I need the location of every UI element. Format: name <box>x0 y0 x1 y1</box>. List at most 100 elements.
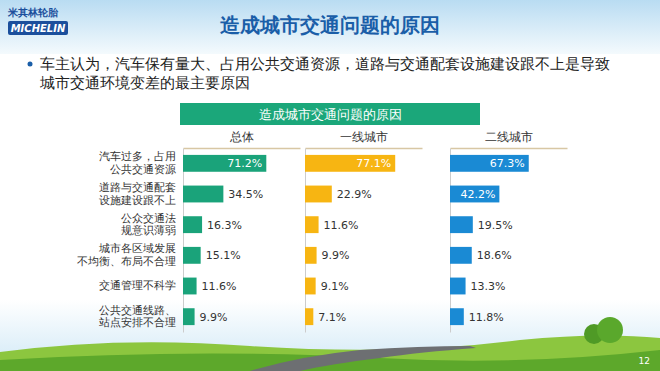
data-label: 9.9% <box>322 249 350 262</box>
value-axis <box>184 148 301 149</box>
data-label: 22.9% <box>337 188 372 201</box>
grass <box>0 335 660 371</box>
category-label-line: 公众交通法 <box>121 212 176 224</box>
panel: 二线城市 67.3% 42.2% 19.5% 18.6% 13.3% 11.8% <box>450 130 568 333</box>
bar <box>450 278 466 295</box>
data-label: 18.6% <box>477 249 512 262</box>
chart-title-box <box>180 103 480 125</box>
bar <box>305 186 332 203</box>
data-labels: 77.1% 22.9% 11.6% 9.9% 9.1% 7.1% <box>318 157 391 323</box>
header-band <box>0 0 660 54</box>
category-label: 汽车过多，占用公共交通资源 <box>99 150 176 175</box>
data-label: 9.9% <box>200 311 228 324</box>
category-label: 道路与交通配套设施建设跟不上 <box>99 181 176 206</box>
data-label: 11.6% <box>324 219 359 232</box>
bar <box>183 308 195 325</box>
category-label-line: 汽车过多，占用 <box>99 150 176 162</box>
value-axis-line <box>184 148 301 150</box>
value-axis-line <box>306 148 423 150</box>
category-label-line: 公共交通线路、 <box>99 304 176 316</box>
bars <box>183 155 266 325</box>
bullet-line: 城市交通环境变差的最主要原因 <box>39 75 250 91</box>
data-label: 16.3% <box>207 219 242 232</box>
bar <box>450 247 472 264</box>
category-label-line: 城市各区域发展 <box>98 242 176 254</box>
bar <box>450 186 499 203</box>
logo-cn: 米其林轮胎 <box>7 7 59 18</box>
bar <box>450 308 464 325</box>
chart-root: 米其林轮胎MICHELIN造成城市交通问题的原因车主认为，汽车保有量大、占用公共… <box>0 0 660 371</box>
category-label: 公共交通线路、站点安排不合理 <box>99 304 176 329</box>
bar <box>450 155 529 172</box>
panel-header: 二线城市 <box>485 130 533 144</box>
tick: 公众交通法规意识薄弱 <box>121 212 176 237</box>
bullet-line: 车主认为，汽车保有量大、占用公共交通资源，道路与交通配套设施建设跟不上是导致 <box>40 56 610 72</box>
data-label: 11.6% <box>202 280 237 293</box>
category-axis <box>450 149 451 333</box>
bar <box>305 247 317 264</box>
tick: 城市各区域发展不均衡、布局不合理 <box>77 242 176 267</box>
page-number: 12 <box>639 356 650 366</box>
data-label: 7.1% <box>318 311 346 324</box>
category-label-line: 交通管理不科学 <box>99 279 176 291</box>
background <box>0 0 660 371</box>
panel: 一线城市 77.1% 22.9% 11.6% 9.9% 9.1% 7.1% <box>305 130 423 333</box>
value-axis <box>306 148 423 149</box>
bar <box>305 278 316 295</box>
slide: 米其林轮胎MICHELIN造成城市交通问题的原因车主认为，汽车保有量大、占用公共… <box>0 0 660 371</box>
category-label-line: 设施建设跟不上 <box>99 194 176 206</box>
data-label: 67.3% <box>490 157 525 170</box>
value-axis-line <box>451 148 568 150</box>
bar <box>183 278 197 295</box>
category-axis <box>305 149 306 333</box>
bar <box>450 216 473 233</box>
data-label: 19.5% <box>478 219 513 232</box>
data-label: 13.3% <box>471 280 506 293</box>
category-label: 公众交通法规意识薄弱 <box>121 212 176 237</box>
tick: 交通管理不科学 <box>99 279 176 291</box>
category-axis-line <box>183 149 184 333</box>
data-label: 42.2% <box>460 188 495 201</box>
panel-header: 总体 <box>229 130 254 144</box>
panel: 总体汽车过多，占用公共交通资源道路与交通配套设施建设跟不上公众交通法规意识薄弱城… <box>77 130 301 333</box>
bar <box>183 247 201 264</box>
logo-box <box>8 21 68 35</box>
data-labels: 67.3% 42.2% 19.5% 18.6% 13.3% 11.8% <box>460 157 524 323</box>
category-axis: 汽车过多，占用公共交通资源道路与交通配套设施建设跟不上公众交通法规意识薄弱城市各… <box>77 149 184 333</box>
data-label: 9.1% <box>321 280 349 293</box>
category-label: 城市各区域发展不均衡、布局不合理 <box>77 242 176 267</box>
data-label: 77.1% <box>356 157 391 170</box>
category-label-line: 公共交通资源 <box>110 163 176 175</box>
bullet-dot <box>28 62 33 67</box>
bar <box>305 308 313 325</box>
data-label: 71.2% <box>227 157 262 170</box>
data-label: 11.8% <box>469 311 504 324</box>
category-axis-line <box>450 149 451 333</box>
bars <box>305 155 395 325</box>
data-label: 34.5% <box>228 188 263 201</box>
tick: 道路与交通配套设施建设跟不上 <box>99 181 176 206</box>
data-labels: 71.2% 34.5% 16.3% 15.1% 11.6% 9.9% <box>200 157 264 323</box>
panel-header: 一线城市 <box>340 130 388 144</box>
category-label-line: 规意识薄弱 <box>121 224 176 236</box>
value-axis <box>451 148 568 149</box>
bottom-sky <box>0 300 660 371</box>
tick: 公共交通线路、站点安排不合理 <box>99 304 176 329</box>
bars <box>450 155 529 325</box>
tree <box>597 317 623 343</box>
tick: 汽车过多，占用公共交通资源 <box>99 150 176 175</box>
road <box>250 346 476 371</box>
bar <box>305 155 395 172</box>
category-label-line: 站点安排不合理 <box>99 316 176 328</box>
bar <box>183 186 223 203</box>
bar <box>183 216 202 233</box>
category-label: 交通管理不科学 <box>99 279 176 291</box>
bar <box>305 216 319 233</box>
chart-title: 造成城市交通问题的原因 <box>259 107 402 122</box>
category-label-line: 不均衡、布局不合理 <box>77 255 176 267</box>
data-label: 15.1% <box>206 249 241 262</box>
logo-en: MICHELIN <box>11 23 66 34</box>
slide-title: 造成城市交通问题的原因 <box>220 13 440 37</box>
category-label-line: 道路与交通配套 <box>99 181 176 193</box>
bar <box>183 155 266 172</box>
